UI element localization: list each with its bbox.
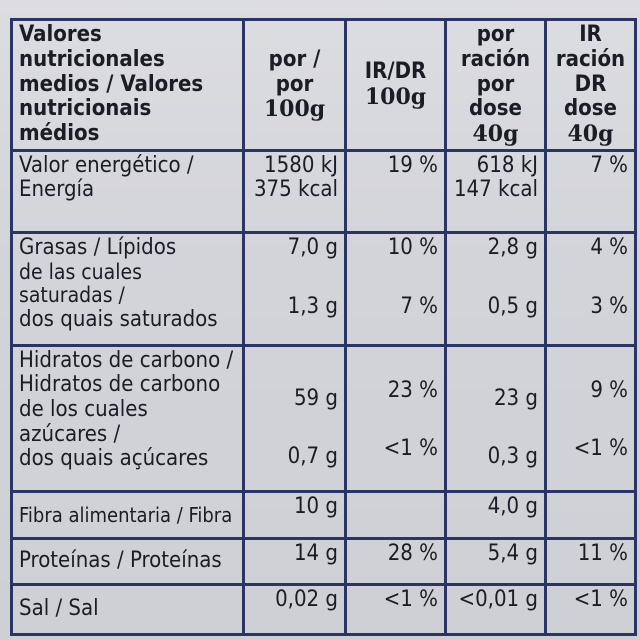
header-line: por dose	[469, 71, 522, 122]
value-per40: 4,0 g	[444, 490, 547, 540]
value-line: 1580 kJ	[264, 152, 338, 178]
value-line: 375 kcal	[253, 177, 338, 203]
value-line: 7 %	[400, 293, 438, 319]
value-ir40: 11 %	[544, 536, 637, 586]
value-line: 9 %	[590, 377, 628, 403]
value-ir100: 10 % 7 %	[344, 231, 447, 347]
label-line: Energía	[19, 177, 95, 203]
value-line: 1,3 g	[287, 293, 338, 319]
header-per100: por / por 100g	[242, 18, 347, 152]
header-line: IR ración	[555, 22, 626, 72]
label-line: Grasas / Lípidos	[19, 235, 177, 261]
sublabel-line: de los cuales azúcares /	[19, 396, 148, 447]
value-ir100: 23 % <1 %	[344, 343, 447, 494]
header-unit: 100g	[364, 83, 427, 110]
value-ir100: <1 %	[344, 582, 447, 637]
value-per100: 59 g 0,7 g	[242, 343, 347, 494]
value-ir40	[544, 490, 637, 540]
value-ir40: 4 % 3 %	[544, 231, 637, 347]
label-line: Valor energético /	[19, 152, 194, 178]
value-ir40: <1 %	[544, 582, 637, 637]
row-proteins: Proteínas / Proteínas 14 g 28 % 5,4 g 11…	[10, 536, 637, 586]
value-ir100: 28 %	[344, 536, 447, 586]
value-per100: 1580 kJ 375 kcal	[242, 148, 347, 235]
value-line: 4 %	[590, 235, 628, 261]
value-line: 10 %	[387, 235, 438, 261]
header-line: por ración	[460, 22, 531, 72]
value-per40: 23 g 0,3 g	[444, 343, 547, 494]
header-line: IR/DR	[364, 59, 427, 85]
row-carbohydrates: Hidratos de carbono / Hidratos de carbon…	[10, 343, 637, 494]
value-line: 0,3 g	[487, 444, 538, 470]
nutrient-label: Valor energético / Energía	[10, 148, 245, 235]
value-line: 23 %	[387, 377, 438, 403]
value-line: 2,8 g	[487, 235, 538, 261]
value-line: 7,0 g	[287, 235, 338, 261]
value-line: 23 g	[493, 385, 538, 411]
nutrition-table: Valores nutricionales medios / Valores n…	[10, 18, 637, 637]
value-per40: 2,8 g 0,5 g	[444, 231, 547, 347]
value-per100: 10 g	[242, 490, 347, 540]
header-row: Valores nutricionales medios / Valores n…	[10, 18, 637, 152]
value-per100: 7,0 g 1,3 g	[242, 231, 347, 347]
header-nutrient: Valores nutricionales medios / Valores n…	[10, 18, 245, 152]
row-fibre: Fibra alimentaria / Fibra 10 g 4,0 g	[10, 490, 637, 540]
value-per40: 618 kJ 147 kcal	[444, 148, 547, 235]
value-per100: 14 g	[242, 536, 347, 586]
header-line: medios / Valores	[19, 71, 204, 97]
value-per100: 0,02 g	[242, 582, 347, 637]
row-salt: Sal / Sal 0,02 g <1 % <0,01 g <1 %	[10, 582, 637, 637]
sublabel-line: de las cuales saturadas /	[19, 259, 142, 308]
row-energy: Valor energético / Energía 1580 kJ 375 k…	[10, 148, 637, 235]
header-line: por / por	[268, 46, 321, 97]
header-ir100: IR/DR 100g	[344, 18, 447, 152]
value-per40: 5,4 g	[444, 536, 547, 586]
nutrient-label: Hidratos de carbono / Hidratos de carbon…	[10, 343, 245, 494]
value-ir40: 7 %	[544, 148, 637, 235]
sublabel-line: dos quais açúcares	[19, 446, 209, 472]
nutrient-label: Sal / Sal	[10, 582, 245, 637]
value-line: 0,5 g	[487, 293, 538, 319]
label-line: Hidratos de carbono /	[19, 347, 234, 373]
header-unit: 40g	[472, 120, 519, 147]
value-line: 618 kJ	[476, 152, 538, 178]
row-fats: Grasas / Lípidos de las cuales saturadas…	[10, 231, 637, 347]
nutrient-label: Grasas / Lípidos de las cuales saturadas…	[10, 231, 245, 347]
header-per40: por ración por dose 40g	[444, 18, 547, 152]
value-line: 0,7 g	[287, 444, 338, 470]
value-per40: <0,01 g	[444, 582, 547, 637]
value-line: 147 kcal	[453, 177, 538, 203]
value-ir100	[344, 490, 447, 540]
nutrient-label: Proteínas / Proteínas	[10, 536, 245, 586]
label-line: Hidratos de carbono	[19, 372, 221, 398]
value-line: 59 g	[293, 385, 338, 411]
header-ir40: IR ración DR dose 40g	[544, 18, 637, 152]
header-line: nutricionais médios	[19, 96, 152, 146]
header-unit: 100g	[263, 96, 326, 123]
value-line: <1 %	[383, 436, 438, 462]
header-unit: 40g	[567, 120, 614, 147]
value-line: <1 %	[573, 436, 628, 462]
nutrient-label: Fibra alimentaria / Fibra	[10, 490, 245, 540]
header-line: Valores nutricionales	[19, 22, 165, 72]
value-ir100: 19 %	[344, 148, 447, 235]
sublabel-line: dos quais saturados	[19, 306, 218, 332]
value-line: 3 %	[590, 293, 628, 319]
header-line: DR dose	[564, 71, 617, 122]
value-ir40: 9 % <1 %	[544, 343, 637, 494]
